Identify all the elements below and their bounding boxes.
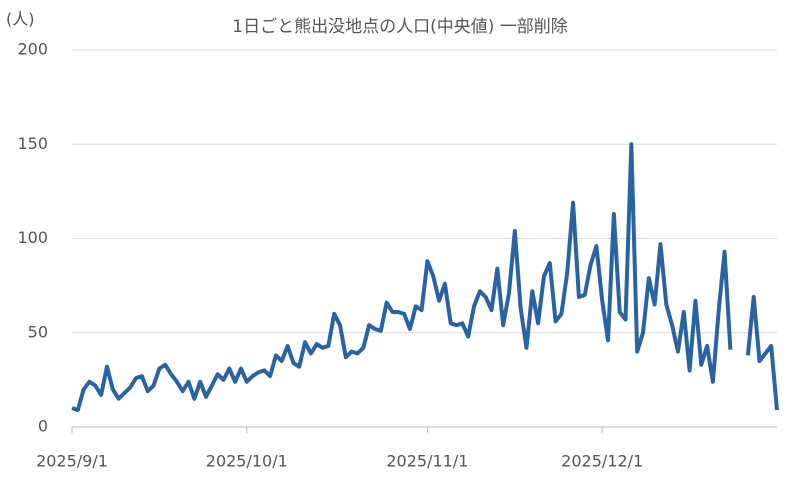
x-tick-label: 2025/10/1 — [206, 452, 288, 471]
y-tick-label: 150 — [17, 134, 48, 153]
y-tick-label: 50 — [28, 322, 48, 341]
x-tick-label: 2025/12/1 — [561, 452, 643, 471]
y-tick-label: 0 — [38, 417, 48, 436]
chart-title: 1日ごと熊出没地点の人口(中央値) 一部削除 — [232, 17, 567, 37]
x-tick-label: 2025/9/1 — [36, 452, 108, 471]
y-tick-label: 200 — [17, 40, 48, 59]
x-tick-label: 2025/11/1 — [386, 452, 468, 471]
y-tick-label: 100 — [17, 228, 48, 247]
y-axis-label: (人) — [6, 10, 35, 29]
data-line — [71, 142, 779, 413]
